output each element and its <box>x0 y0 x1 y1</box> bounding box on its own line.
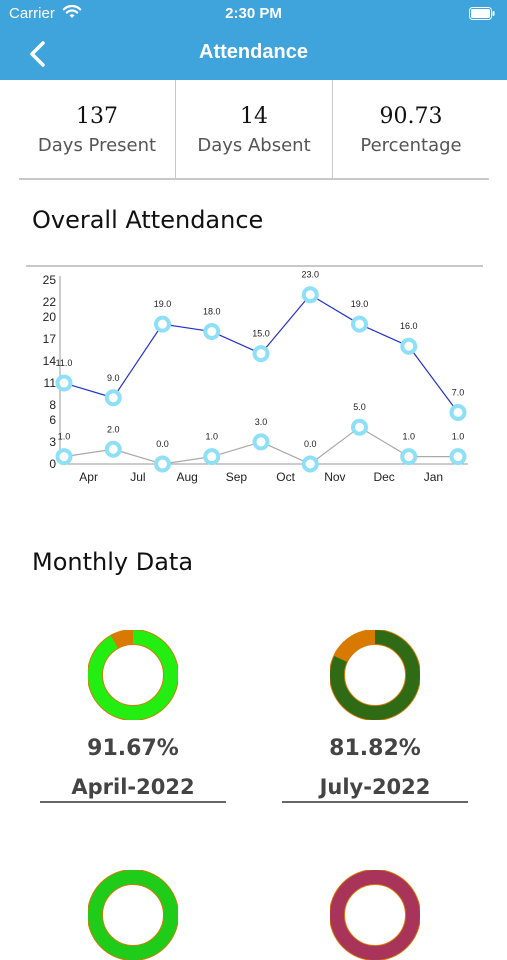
data-point <box>55 448 73 466</box>
y-tick-label: 0 <box>49 457 56 471</box>
x-tick-label: Dec <box>373 470 394 484</box>
data-point <box>351 418 368 436</box>
stat-percentage: 90.73 Percentage <box>332 80 489 178</box>
y-tick-label: 14 <box>43 354 57 368</box>
x-tick-label: Oct <box>276 470 295 484</box>
x-tick-label: Aug <box>176 470 197 484</box>
days-present-value: 137 <box>76 104 118 129</box>
month-label: July-2022 <box>282 775 468 803</box>
y-tick-label: 25 <box>43 273 57 287</box>
data-label: 11.0 <box>56 358 73 368</box>
month-percentage: 91.67% <box>87 736 179 761</box>
data-label: 15.0 <box>252 329 270 339</box>
data-point <box>154 315 171 333</box>
x-tick-label: Sep <box>226 470 248 484</box>
month-card-july[interactable]: 81.82% July-2022 <box>282 630 468 803</box>
monthly-data-heading: Monthly Data <box>32 548 194 576</box>
data-label: 7.0 <box>452 387 465 397</box>
data-label: 3.0 <box>255 417 268 427</box>
attendance-ring <box>330 630 420 720</box>
month-label: April-2022 <box>40 775 226 803</box>
back-chevron-icon[interactable] <box>26 40 50 68</box>
data-point <box>351 315 368 333</box>
page-title: Attendance <box>199 41 308 63</box>
data-label: 16.0 <box>400 321 418 331</box>
data-label: 5.0 <box>353 402 366 412</box>
data-label: 0.0 <box>156 439 169 449</box>
data-point <box>104 389 122 407</box>
attendance-ring <box>88 870 178 960</box>
attendance-ring <box>330 870 420 960</box>
data-point <box>449 448 467 466</box>
stat-days-absent: 14 Days Absent <box>175 80 332 178</box>
overall-attendance-chart: 0 3 68 11 14 17 2022 25 Apr Jul Aug Sep Oct Nov Dec Jan… <box>43 270 468 484</box>
data-label: 1.0 <box>58 432 71 442</box>
month-percentage: 81.82% <box>329 736 421 761</box>
stat-days-present: 137 Days Present <box>19 80 175 178</box>
month-card-april[interactable]: 91.67% April-2022 <box>40 630 226 803</box>
data-point <box>301 455 319 473</box>
attendance-summary: 137 Days Present 14 Days Absent 90.73 Pe… <box>19 80 489 180</box>
y-tick-label: 6 <box>49 413 56 427</box>
percentage-label: Percentage <box>360 135 462 156</box>
nav-bar: Attendance <box>0 28 507 80</box>
data-point <box>154 455 171 473</box>
y-tick-label: 11 <box>44 376 57 390</box>
data-label: 2.0 <box>107 424 120 434</box>
carrier-label: Carrier <box>9 5 55 22</box>
data-label: 19.0 <box>351 299 369 309</box>
days-present-label: Days Present <box>37 135 157 156</box>
y-tick-label: 17 <box>43 332 57 346</box>
ring-progress <box>88 630 178 720</box>
data-point <box>203 448 221 466</box>
x-tick-label: Nov <box>324 470 345 484</box>
data-point <box>252 433 270 451</box>
ring-progress <box>330 630 420 720</box>
data-label: 19.0 <box>154 299 172 309</box>
days-absent-value: 14 <box>240 104 268 129</box>
month-card-3[interactable] <box>40 870 226 960</box>
data-point <box>203 323 221 341</box>
data-label: 1.0 <box>205 432 218 442</box>
ring-progress <box>88 870 178 960</box>
ring-progress <box>330 870 420 960</box>
y-tick-label: 22 <box>43 295 57 309</box>
data-label: 1.0 <box>452 432 465 442</box>
days-absent-label: Days Absent <box>197 135 311 156</box>
attendance-ring <box>88 630 178 720</box>
data-label: 18.0 <box>203 307 221 317</box>
data-label: 0.0 <box>304 439 317 449</box>
data-point <box>400 337 418 355</box>
data-point <box>55 374 73 392</box>
x-tick-label: Jul <box>130 470 145 484</box>
data-point <box>400 448 418 466</box>
battery-icon <box>469 7 495 20</box>
x-tick-label: Apr <box>79 470 98 484</box>
status-bar: Carrier 2:30 PM <box>0 0 507 28</box>
y-tick-label: 3 <box>49 435 56 449</box>
chart-divider <box>26 265 483 267</box>
month-card-4[interactable] <box>282 870 468 960</box>
data-label: 9.0 <box>107 373 120 383</box>
data-label: 1.0 <box>402 432 415 442</box>
data-label: 23.0 <box>301 270 319 280</box>
percentage-value: 90.73 <box>379 104 443 129</box>
y-tick-label: 20 <box>43 310 57 324</box>
data-point <box>449 403 467 421</box>
data-point <box>301 286 319 304</box>
y-tick-label: 8 <box>49 398 56 412</box>
x-tick-label: Jan <box>424 470 443 484</box>
data-point <box>104 440 122 458</box>
wifi-icon <box>62 4 82 18</box>
data-point <box>252 345 270 363</box>
overall-attendance-heading: Overall Attendance <box>32 206 264 234</box>
clock: 2:30 PM <box>225 5 282 22</box>
